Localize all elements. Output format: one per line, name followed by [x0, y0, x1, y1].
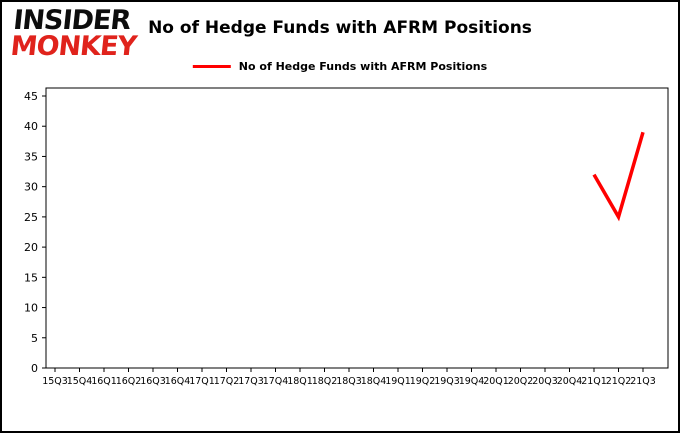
page-title: No of Hedge Funds with AFRM Positions — [148, 18, 532, 38]
y-axis-tick-label: 15 — [24, 271, 38, 284]
x-axis-tick-label: 17Q2 — [214, 376, 240, 387]
line-chart-plot: 0 5 10 15 20 25 30 35 40 45 15Q315Q416Q116Q216Q316… — [24, 87, 669, 387]
x-axis-tick-label: 19Q4 — [459, 376, 485, 387]
y-axis-tick-label: 20 — [24, 241, 38, 254]
y-axis-tick-label: 30 — [24, 181, 38, 194]
x-axis-tick-label: 20Q3 — [532, 376, 558, 387]
x-axis-tick-label: 18Q4 — [361, 376, 387, 387]
x-axis-tick-label: 16Q3 — [140, 376, 166, 387]
x-axis-tick-label: 19Q2 — [410, 376, 436, 387]
y-axis-tick-label: 0 — [31, 362, 38, 375]
x-axis-tick-label: 20Q2 — [508, 376, 534, 387]
x-axis-tick-label: 20Q1 — [483, 376, 509, 387]
x-axis-tick-label: 20Q4 — [557, 376, 583, 387]
y-axis-tick-label: 5 — [31, 332, 38, 345]
x-axis-tick-label: 16Q2 — [116, 376, 142, 387]
x-axis-tick-label: 15Q4 — [67, 376, 93, 387]
hedge-funds-series-line — [592, 131, 645, 222]
x-axis-tick-label: 19Q3 — [434, 376, 460, 387]
x-axis-tick-label: 15Q3 — [42, 376, 68, 387]
x-axis-tick-label: 17Q1 — [189, 376, 215, 387]
x-axis-tick-label: 21Q3 — [630, 376, 656, 387]
plot-border — [45, 87, 669, 369]
x-axis-tick-label: 17Q3 — [238, 376, 264, 387]
x-axis-tick-label: 21Q2 — [606, 376, 632, 387]
y-axis-tick-label: 35 — [24, 150, 38, 163]
x-axis-tick-label: 16Q4 — [165, 376, 191, 387]
x-axis-tick-label: 16Q1 — [91, 376, 117, 387]
legend-label: No of Hedge Funds with AFRM Positions — [238, 60, 488, 73]
y-axis-tick-label: 40 — [24, 120, 38, 133]
y-axis-tick-label: 10 — [24, 302, 38, 315]
legend-line-icon — [192, 65, 231, 68]
x-axis-tick-label: 17Q4 — [263, 376, 289, 387]
chart-header: INSIDER MONKEY No of Hedge Funds with AF… — [2, 2, 678, 80]
insider-monkey-logo: INSIDER MONKEY — [9, 5, 140, 62]
y-axis-tick-label: 45 — [24, 90, 38, 103]
logo-line-insider: INSIDER — [11, 5, 132, 36]
x-axis-tick-label: 21Q1 — [581, 376, 607, 387]
x-axis-tick-label: 18Q1 — [287, 376, 313, 387]
chart-legend: No of Hedge Funds with AFRM Positions — [192, 60, 488, 73]
x-axis-tick-label: 18Q3 — [336, 376, 362, 387]
x-axis-tick-label: 18Q2 — [312, 376, 338, 387]
logo-line-monkey: MONKEY — [9, 30, 138, 62]
x-axis-tick-label: 19Q1 — [385, 376, 411, 387]
y-axis-tick-label: 25 — [24, 211, 38, 224]
